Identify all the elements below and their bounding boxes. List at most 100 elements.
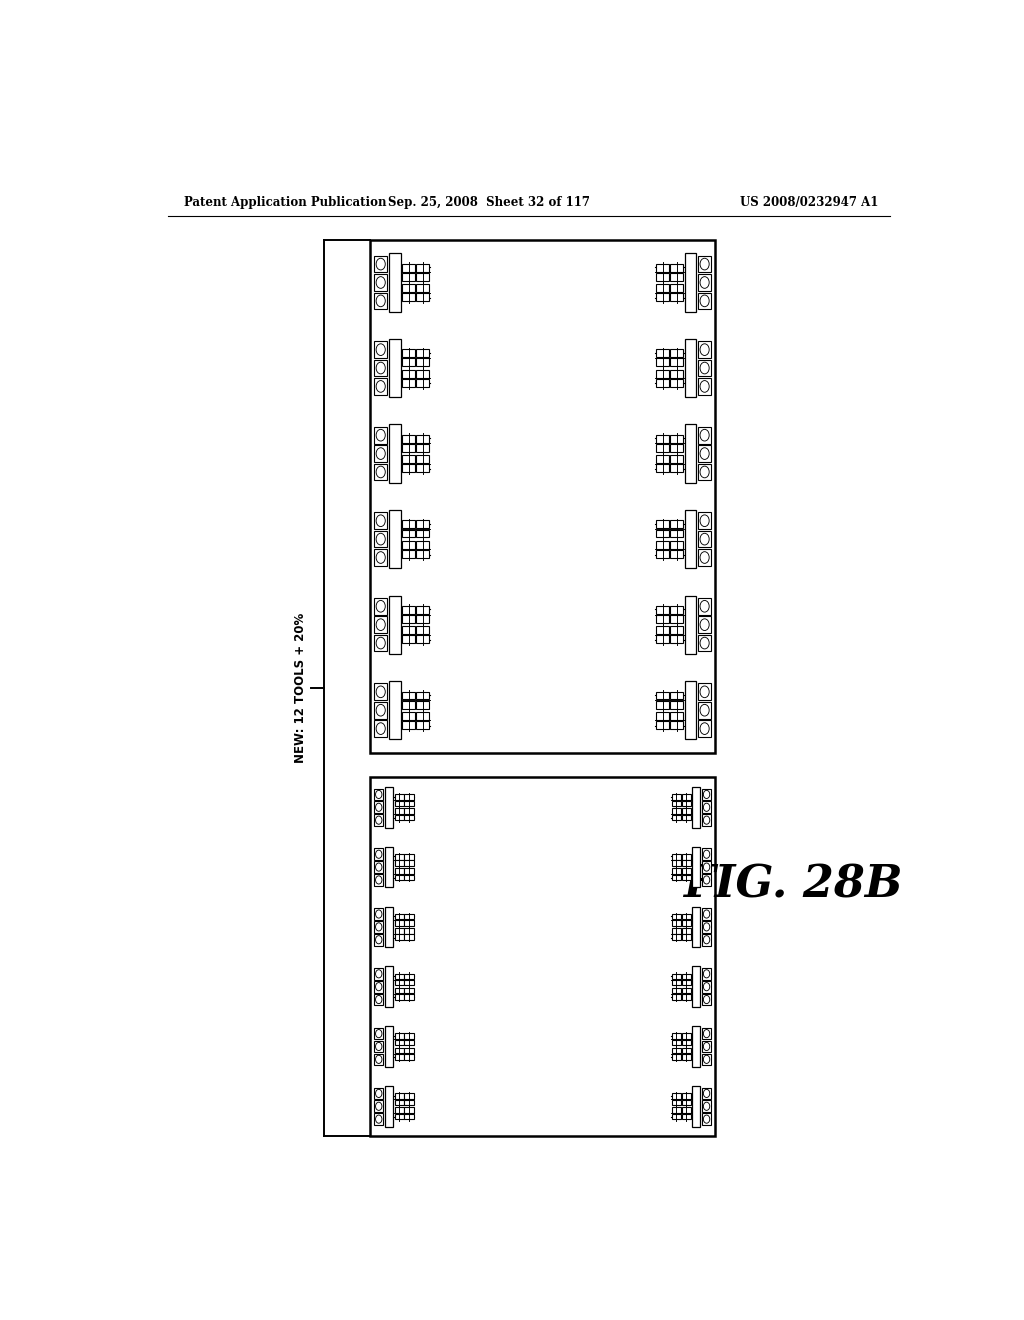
Bar — [416, 701, 429, 709]
Bar — [682, 913, 691, 920]
Bar — [670, 721, 683, 729]
Circle shape — [376, 686, 385, 698]
Bar — [394, 913, 403, 920]
Circle shape — [700, 601, 710, 612]
Bar — [702, 921, 711, 933]
Circle shape — [376, 876, 382, 884]
Bar — [670, 541, 683, 549]
Bar — [416, 465, 429, 473]
Bar — [385, 846, 393, 887]
Bar — [682, 814, 691, 820]
Bar — [374, 801, 383, 813]
Bar — [394, 1034, 403, 1039]
Bar — [656, 436, 669, 442]
Bar — [402, 541, 415, 549]
Bar — [682, 1114, 691, 1119]
Bar — [672, 869, 681, 874]
Bar — [672, 1034, 681, 1039]
Bar — [389, 681, 400, 739]
Bar — [672, 928, 681, 933]
Circle shape — [700, 277, 710, 288]
Circle shape — [376, 970, 382, 978]
Bar — [402, 293, 415, 301]
Circle shape — [376, 447, 385, 459]
Bar — [374, 1053, 383, 1065]
Bar — [670, 692, 683, 700]
Bar — [394, 935, 403, 940]
Bar — [672, 979, 681, 986]
Bar — [656, 615, 669, 623]
Circle shape — [376, 995, 382, 1003]
Bar — [374, 908, 383, 920]
Circle shape — [376, 533, 385, 545]
Circle shape — [703, 970, 710, 978]
Bar — [416, 692, 429, 700]
Bar — [685, 253, 696, 312]
Bar — [402, 444, 415, 451]
Bar — [416, 350, 429, 358]
Bar — [670, 444, 683, 451]
Bar — [702, 1053, 711, 1065]
Bar — [394, 814, 403, 820]
Bar — [672, 994, 681, 999]
Bar — [656, 606, 669, 614]
Bar — [672, 1053, 681, 1060]
Circle shape — [376, 816, 382, 824]
Bar — [416, 284, 429, 292]
Bar — [702, 814, 711, 826]
Bar — [672, 854, 681, 859]
Bar — [416, 370, 429, 378]
Bar — [416, 550, 429, 558]
Bar — [682, 994, 691, 999]
Bar — [670, 293, 683, 301]
Bar — [672, 861, 681, 866]
Bar — [394, 1114, 403, 1119]
Bar — [670, 350, 683, 358]
Circle shape — [700, 619, 710, 631]
Bar — [374, 994, 383, 1006]
Circle shape — [703, 1115, 710, 1123]
Bar — [656, 711, 669, 719]
Bar — [385, 787, 393, 828]
Bar — [698, 598, 711, 615]
Bar — [394, 808, 403, 814]
Bar — [416, 711, 429, 719]
Bar — [685, 510, 696, 568]
Bar — [416, 436, 429, 442]
Bar — [698, 426, 711, 444]
Bar — [385, 1026, 393, 1067]
Circle shape — [376, 705, 385, 715]
Text: NEW: 12 TOOLS + 20%: NEW: 12 TOOLS + 20% — [294, 612, 307, 763]
Circle shape — [376, 791, 382, 799]
Circle shape — [376, 936, 382, 944]
Bar — [692, 846, 700, 887]
Bar — [402, 359, 415, 367]
Bar — [404, 974, 414, 979]
Bar — [672, 935, 681, 940]
Circle shape — [376, 362, 385, 374]
Circle shape — [700, 723, 710, 734]
Bar — [402, 520, 415, 528]
Bar — [394, 1100, 403, 1105]
Bar — [672, 800, 681, 807]
Bar — [670, 529, 683, 537]
Bar — [682, 974, 691, 979]
Bar — [374, 293, 387, 309]
Bar — [702, 981, 711, 993]
Bar — [404, 1114, 414, 1119]
Bar — [698, 378, 711, 395]
Bar — [702, 1113, 711, 1125]
Circle shape — [703, 982, 710, 991]
Bar — [656, 541, 669, 549]
Bar — [656, 627, 669, 635]
Bar — [374, 635, 387, 651]
Bar — [702, 1028, 711, 1039]
Circle shape — [700, 259, 710, 269]
Bar — [402, 455, 415, 463]
Bar — [702, 1040, 711, 1052]
Bar — [394, 974, 403, 979]
Bar — [698, 275, 711, 290]
Bar — [685, 339, 696, 397]
Bar — [394, 869, 403, 874]
Bar — [374, 1040, 383, 1052]
